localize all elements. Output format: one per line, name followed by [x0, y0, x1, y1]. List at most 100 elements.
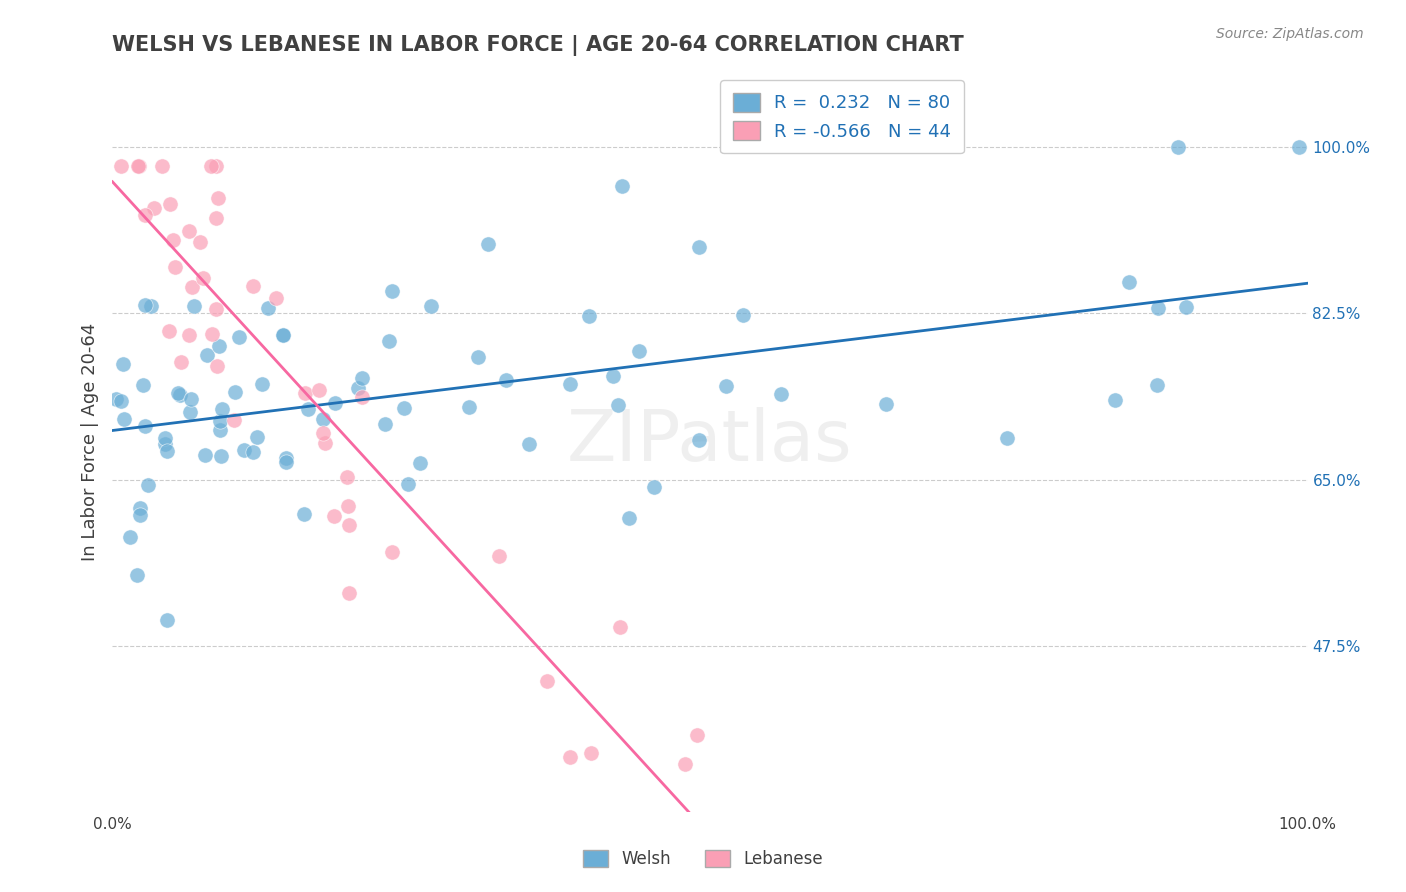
Point	[105, 392, 128, 407]
Point	[1288, 140, 1310, 154]
Point	[1167, 140, 1189, 154]
Point	[209, 414, 232, 428]
Point	[336, 470, 359, 484]
Point	[153, 431, 176, 445]
Point	[157, 324, 180, 338]
Point	[139, 299, 162, 313]
Point	[392, 401, 415, 416]
Point	[643, 480, 665, 494]
Legend: Welsh, Lebanese: Welsh, Lebanese	[576, 843, 830, 875]
Point	[250, 376, 273, 391]
Point	[477, 236, 499, 251]
Point	[558, 376, 581, 391]
Point	[205, 211, 228, 226]
Point	[207, 191, 229, 205]
Point	[204, 159, 226, 173]
Point	[264, 291, 287, 305]
Point	[110, 159, 132, 173]
Point	[1147, 301, 1170, 315]
Point	[373, 417, 395, 431]
Point	[292, 507, 315, 521]
Point	[396, 477, 419, 491]
Point	[193, 271, 215, 285]
Point	[228, 330, 250, 344]
Point	[612, 178, 634, 193]
Point	[609, 620, 631, 634]
Point	[132, 378, 155, 392]
Point	[337, 518, 360, 533]
Point	[536, 674, 558, 689]
Point	[134, 208, 156, 222]
Text: Source: ZipAtlas.com: Source: ZipAtlas.com	[1216, 27, 1364, 41]
Point	[205, 359, 228, 374]
Point	[159, 197, 181, 211]
Point	[312, 426, 335, 441]
Point	[188, 235, 211, 249]
Point	[242, 279, 264, 293]
Point	[688, 433, 710, 447]
Point	[201, 327, 224, 342]
Point	[271, 328, 294, 343]
Point	[995, 431, 1018, 445]
Point	[179, 405, 201, 419]
Point	[170, 355, 193, 369]
Point	[129, 501, 152, 516]
Point	[271, 327, 294, 342]
Point	[673, 757, 696, 772]
Point	[118, 529, 141, 543]
Point	[602, 368, 624, 383]
Point	[686, 728, 709, 742]
Point	[242, 444, 264, 458]
Point	[224, 384, 246, 399]
Point	[209, 449, 232, 463]
Point	[1118, 275, 1140, 289]
Point	[467, 351, 489, 365]
Point	[274, 455, 297, 469]
Y-axis label: In Labor Force | Age 20-64: In Labor Force | Age 20-64	[80, 322, 98, 561]
Point	[381, 545, 404, 559]
Point	[294, 385, 316, 400]
Point	[578, 309, 600, 323]
Point	[205, 302, 228, 317]
Point	[200, 159, 222, 173]
Point	[617, 510, 640, 524]
Point	[156, 444, 179, 458]
Text: WELSH VS LEBANESE IN LABOR FORCE | AGE 20-64 CORRELATION CHART: WELSH VS LEBANESE IN LABOR FORCE | AGE 2…	[112, 35, 965, 55]
Point	[488, 549, 510, 563]
Point	[136, 478, 159, 492]
Point	[1104, 393, 1126, 408]
Point	[127, 568, 149, 582]
Point	[579, 746, 602, 760]
Point	[142, 201, 165, 215]
Point	[134, 419, 156, 434]
Point	[153, 437, 176, 451]
Point	[606, 398, 628, 412]
Point	[180, 392, 202, 406]
Point	[276, 450, 298, 465]
Point	[127, 159, 149, 173]
Point	[110, 394, 132, 409]
Point	[495, 374, 517, 388]
Point	[308, 383, 330, 397]
Point	[322, 508, 344, 523]
Point	[420, 299, 443, 313]
Point	[211, 401, 233, 416]
Point	[232, 442, 254, 457]
Point	[297, 401, 319, 416]
Point	[378, 334, 401, 348]
Point	[112, 411, 135, 425]
Point	[560, 750, 582, 764]
Point	[875, 397, 897, 411]
Point	[628, 344, 651, 359]
Legend: R =  0.232   N = 80, R = -0.566   N = 44: R = 0.232 N = 80, R = -0.566 N = 44	[720, 80, 965, 153]
Point	[1175, 300, 1198, 314]
Point	[150, 159, 173, 173]
Point	[169, 388, 191, 402]
Point	[381, 284, 404, 298]
Point	[325, 396, 347, 410]
Point	[517, 436, 540, 450]
Point	[347, 381, 370, 395]
Point	[336, 500, 359, 514]
Point	[716, 379, 738, 393]
Point	[350, 370, 373, 384]
